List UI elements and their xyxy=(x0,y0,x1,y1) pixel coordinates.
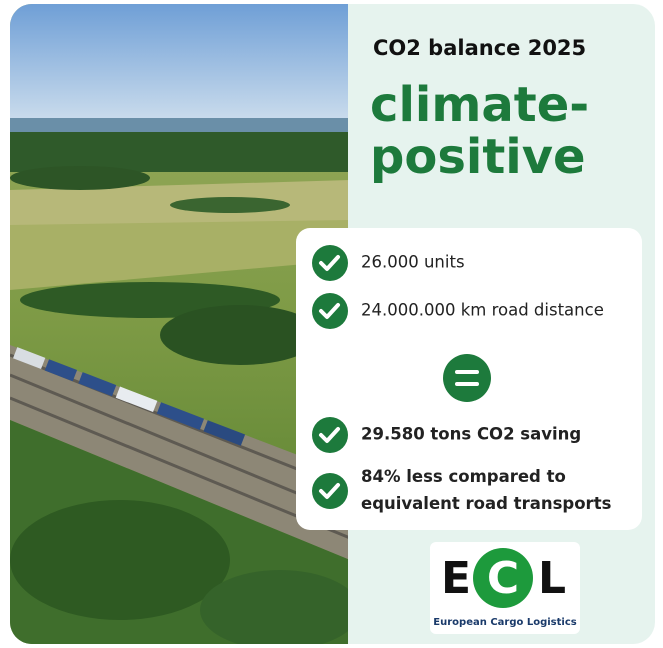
page: CO2 balance 2025 climate- positive 26.00… xyxy=(0,0,663,648)
fact-text: 29.580 tons CO2 saving xyxy=(361,425,581,444)
equals-bar xyxy=(455,370,479,374)
logo-letter: L xyxy=(538,553,566,604)
logo-letter: C xyxy=(487,553,519,604)
fact-text: 24.000.000 km road distance xyxy=(361,301,604,320)
title-line: climate- xyxy=(370,77,589,133)
fact-text: 26.000 units xyxy=(361,253,465,272)
logo-letter: E xyxy=(441,553,471,604)
subtitle: CO2 balance 2025 xyxy=(373,36,586,60)
title-line: positive xyxy=(370,129,586,185)
logo-name: European Cargo Logistics xyxy=(433,617,576,628)
equals-icon xyxy=(443,354,491,402)
fact-text: 84% less compared to xyxy=(361,467,566,486)
post-image: CO2 balance 2025 climate- positive 26.00… xyxy=(0,0,663,648)
fact-text: equivalent road transports xyxy=(361,494,612,513)
equals-bar xyxy=(455,382,479,386)
